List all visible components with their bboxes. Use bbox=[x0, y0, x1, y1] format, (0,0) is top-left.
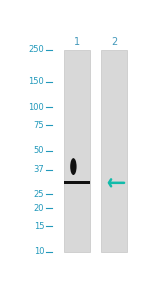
Text: 37: 37 bbox=[34, 165, 44, 174]
Bar bbox=[64, 181, 90, 184]
Text: 50: 50 bbox=[34, 146, 44, 155]
Text: 2: 2 bbox=[111, 38, 117, 47]
Bar bbox=[64, 50, 90, 252]
Text: 75: 75 bbox=[34, 121, 44, 130]
Bar bbox=[101, 50, 127, 252]
Text: 15: 15 bbox=[34, 222, 44, 231]
Text: 100: 100 bbox=[29, 103, 44, 112]
Text: 20: 20 bbox=[34, 204, 44, 213]
Text: 10: 10 bbox=[34, 247, 44, 256]
Text: 150: 150 bbox=[29, 77, 44, 86]
Text: 25: 25 bbox=[34, 190, 44, 199]
Ellipse shape bbox=[70, 158, 77, 175]
Text: 1: 1 bbox=[74, 38, 80, 47]
Text: 250: 250 bbox=[29, 45, 44, 54]
